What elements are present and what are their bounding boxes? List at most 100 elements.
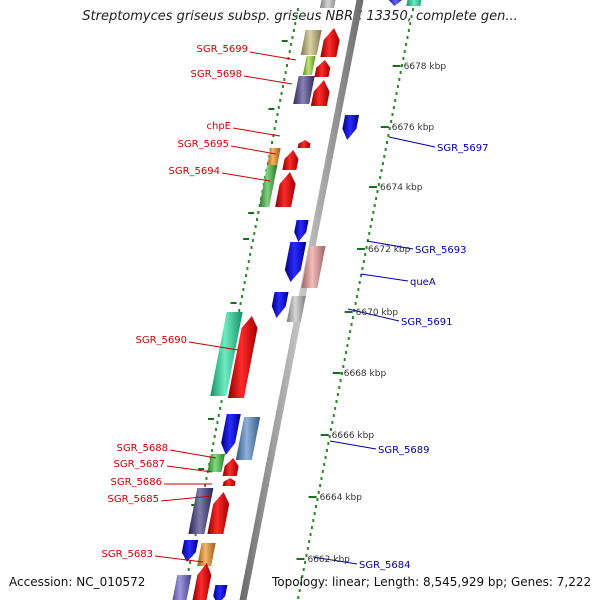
border-dot [409, 22, 412, 25]
border-dot [343, 358, 346, 361]
border-dot [271, 141, 274, 144]
border-dot [277, 106, 280, 109]
border-dot [219, 407, 222, 410]
kbp-ruler: 6678 kbp 6676 kbp 6674 kbp 6672 kbp 6670 kbp… [296, 62, 446, 565]
border-dot [212, 442, 215, 445]
gene-label-right: queA [410, 277, 436, 288]
border-dot [360, 274, 363, 277]
forward-gene-arrow [227, 316, 258, 398]
border-dot [339, 379, 342, 382]
ruler-label: 6666 kbp [332, 431, 375, 441]
border-dot [351, 316, 354, 319]
border-dot [366, 239, 369, 242]
block-shading [235, 417, 261, 460]
block-shading [293, 76, 315, 104]
border-dot [319, 484, 322, 487]
block-shading [388, 0, 403, 6]
border-dot [386, 141, 389, 144]
border-dot [354, 302, 357, 305]
right-dotted-border [297, 8, 414, 599]
border-dot [361, 267, 364, 270]
gene-label-left: SGR_5683 [102, 549, 154, 560]
border-dot [313, 512, 316, 515]
block-shading [172, 575, 192, 600]
leader-line [230, 145, 277, 155]
border-dot [292, 29, 295, 32]
border-dot [357, 288, 360, 291]
border-dot [297, 596, 300, 599]
border-dot [255, 218, 258, 221]
ruler-label: 6674 kbp [380, 183, 423, 193]
border-dot [308, 540, 311, 543]
reverse-gene-arrow [294, 220, 309, 242]
border-dot [345, 351, 348, 354]
gene-label-left: SGR_5688 [117, 443, 169, 454]
gene-label-left: SGR_5685 [108, 494, 160, 505]
border-dot [340, 372, 343, 375]
leader-line [154, 555, 204, 563]
border-dot [334, 407, 337, 410]
border-dot [249, 253, 252, 256]
block-shading [319, 0, 336, 8]
border-dot [324, 456, 327, 459]
border-dot [286, 64, 289, 67]
border-dot [394, 99, 397, 102]
accession-text: Accession: NC_010572 [9, 575, 146, 589]
border-dot [301, 575, 304, 578]
border-dot [288, 50, 291, 53]
border-dot [245, 274, 248, 277]
border-dot [220, 400, 223, 403]
ruler-label: 6670 kbp [356, 308, 399, 318]
reverse-gene-arrow [342, 115, 360, 140]
border-dot [312, 519, 315, 522]
leader-line [312, 556, 358, 565]
border-dot [325, 449, 328, 452]
ruler-label: 6668 kbp [344, 369, 387, 379]
border-dot [411, 8, 414, 11]
block-shading [301, 246, 326, 288]
border-dot [187, 568, 190, 571]
border-dot [204, 484, 207, 487]
gene-label-right: SGR_5693 [415, 245, 467, 256]
border-dot [410, 15, 413, 18]
border-dot [309, 533, 312, 536]
border-dot [355, 295, 358, 298]
border-dot [316, 498, 319, 501]
border-dot [342, 365, 345, 368]
border-dot [350, 323, 353, 326]
block-shading [286, 296, 306, 322]
border-dot [275, 120, 278, 123]
block-shading [210, 312, 243, 396]
gene-label-left: SGR_5694 [169, 166, 221, 177]
border-dot [377, 183, 380, 186]
gene-labels: SGR_5699 SGR_5698 chpE SGR_5695 SGR_5694 SGR_… [102, 44, 489, 571]
border-dot [381, 162, 384, 165]
border-dot [239, 302, 242, 305]
gene-label-left: SGR_5698 [191, 69, 243, 80]
leader-line [232, 127, 281, 137]
border-dot [407, 29, 410, 32]
forward-gene-arrow [192, 563, 212, 600]
leader-line [243, 75, 293, 85]
border-dot [280, 92, 283, 95]
forward-gene-arrow [310, 80, 330, 106]
border-dot [317, 491, 320, 494]
border-dot [253, 232, 256, 235]
border-dash [230, 302, 237, 304]
reverse-gene-arrow [284, 242, 307, 282]
border-dot [403, 50, 406, 53]
border-dash [198, 468, 205, 470]
border-dot [320, 477, 323, 480]
border-dot [284, 71, 287, 74]
border-dash [248, 212, 255, 214]
border-dot [310, 526, 313, 529]
ruler-label: 6672 kbp [368, 245, 411, 255]
border-dot [246, 267, 249, 270]
block-shading [207, 454, 225, 472]
border-dot [304, 561, 307, 564]
border-dot [392, 106, 395, 109]
forward-gene-arrow [207, 492, 230, 534]
border-dot [240, 295, 243, 298]
border-dot [338, 386, 341, 389]
border-dot [276, 113, 279, 116]
